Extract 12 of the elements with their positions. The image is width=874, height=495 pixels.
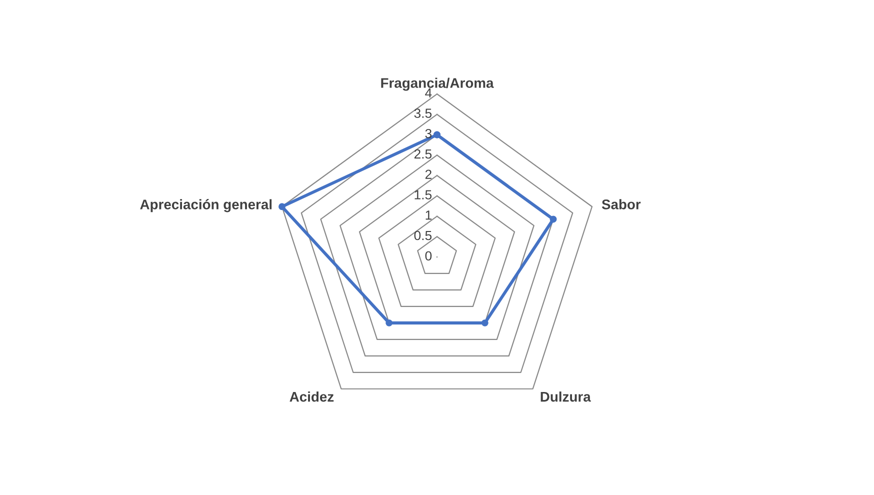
- spoke-label: Acidez: [290, 392, 334, 402]
- y-tick-label: 2.5: [414, 149, 432, 159]
- y-tick-label: 1.5: [414, 190, 432, 200]
- spoke-label: Apreciación general: [140, 199, 272, 212]
- y-tick-label: 3.5: [414, 108, 432, 118]
- spoke-label: Dulzura: [540, 392, 591, 402]
- spoke-label: Sabor: [602, 199, 641, 210]
- y-tick-label: 3: [425, 128, 432, 138]
- y-tick-label: 1: [426, 210, 432, 220]
- y-tick-label: 2: [425, 170, 432, 179]
- y-tick-label: 0.5: [414, 230, 432, 240]
- y-tick-label: 0: [425, 251, 432, 261]
